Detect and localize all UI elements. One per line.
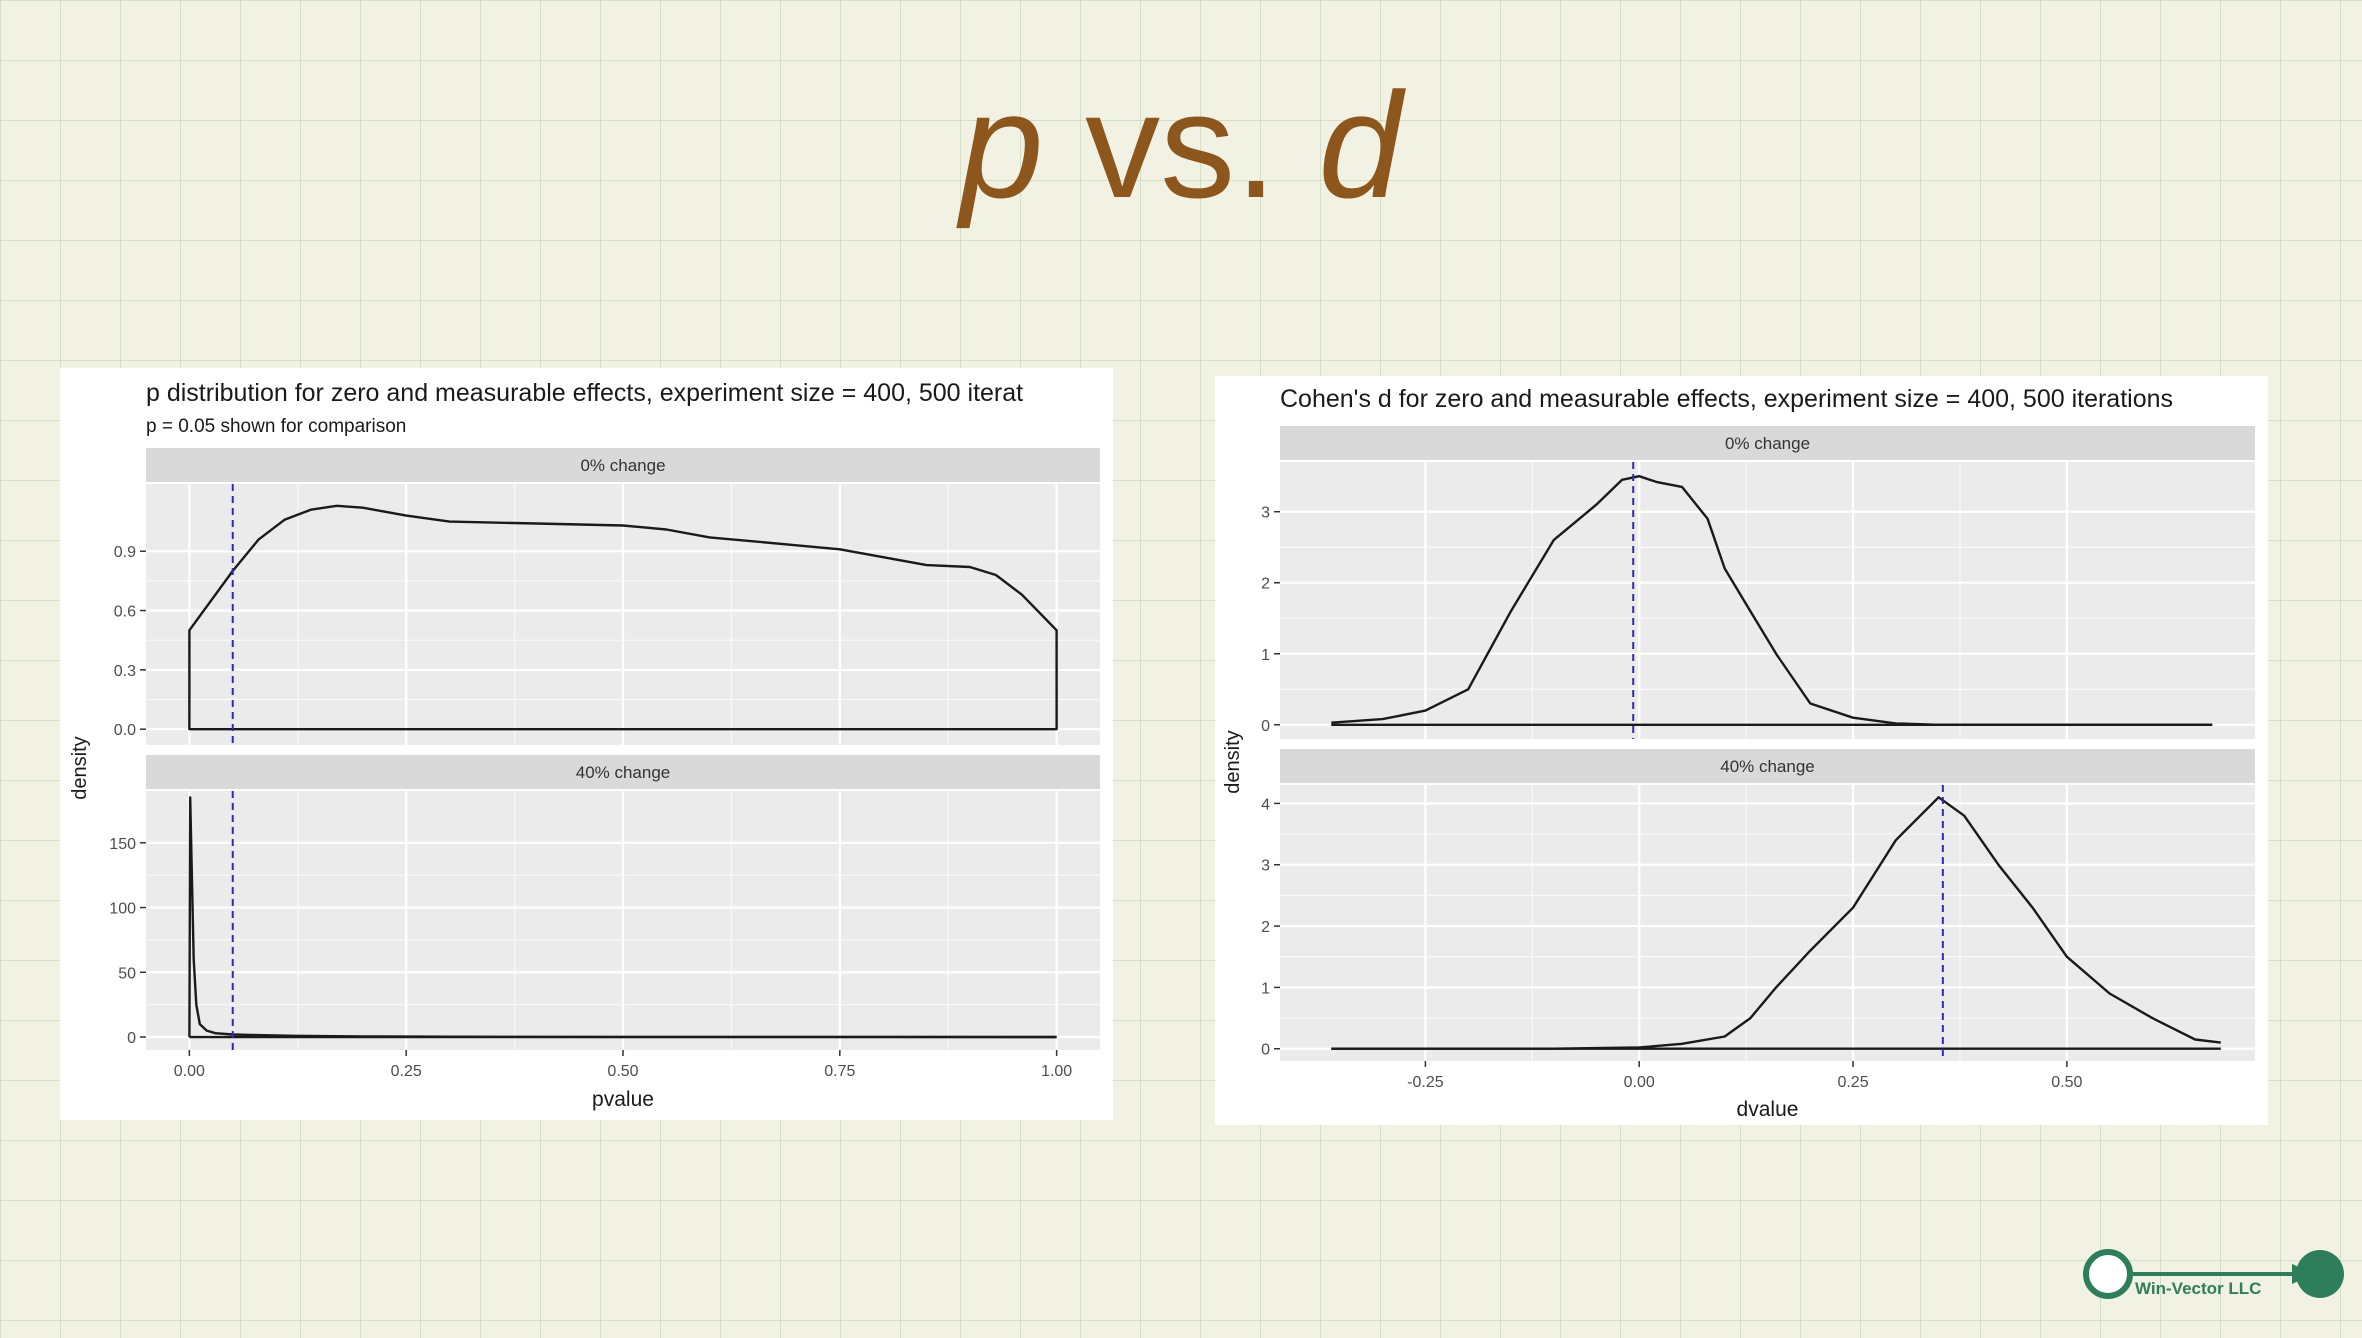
chart-title: p distribution for zero and measurable e… <box>146 379 1023 407</box>
cohens-d-chart: Cohen's d for zero and measurable effect… <box>1222 385 2255 1121</box>
facet-strip <box>1280 426 2255 460</box>
title-vs: vs. <box>1043 61 1319 229</box>
facet-strip <box>1280 749 2255 783</box>
cohens-d-chart-panel: Cohen's d for zero and measurable effect… <box>1215 376 2268 1125</box>
y-tick-label: 0 <box>1261 718 1270 735</box>
density-curve <box>1331 796 2221 1050</box>
title-p: p <box>960 61 1044 229</box>
y-tick-label: 2 <box>1261 919 1270 936</box>
chart-subtitle: p = 0.05 shown for comparison <box>146 416 406 437</box>
plot-panel <box>1280 785 2255 1061</box>
y-tick-label: 2 <box>1261 576 1270 593</box>
y-axis-label: density <box>1222 730 1244 793</box>
y-tick-label: 4 <box>1261 796 1270 813</box>
y-tick-label: 1 <box>1261 647 1270 664</box>
x-tick-label: 0.25 <box>391 1063 422 1080</box>
x-tick-label: -0.25 <box>1407 1074 1444 1091</box>
x-axis-label: dvalue <box>1737 1098 1799 1121</box>
y-tick-label: 100 <box>109 901 136 918</box>
y-tick-label: 0.9 <box>114 544 136 561</box>
logo-open-circle-icon <box>2083 1249 2133 1299</box>
y-tick-label: 0.3 <box>114 663 136 680</box>
y-tick-label: 0 <box>127 1030 136 1047</box>
facet-strip-label: 0% change <box>1725 434 1810 453</box>
facet-1: 40% change 0 50 100 150 <box>109 755 1100 1050</box>
y-tick-label: 0.0 <box>114 722 136 739</box>
y-tick-label: 150 <box>109 836 136 853</box>
facet-strip <box>146 448 1100 482</box>
y-axis-label: density <box>69 736 91 799</box>
density-curve <box>188 504 1058 731</box>
logo-filled-circle-icon <box>2296 1250 2344 1298</box>
chart-title: Cohen's d for zero and measurable effect… <box>1280 385 2173 413</box>
x-tick-label: 0.00 <box>1624 1074 1655 1091</box>
facet-strip-label: 40% change <box>576 763 671 782</box>
y-tick-label: 1 <box>1261 980 1270 997</box>
y-tick-label: 3 <box>1261 858 1270 875</box>
x-tick-label: 0.50 <box>607 1063 638 1080</box>
x-tick-label: 0.75 <box>824 1063 855 1080</box>
slide-title: p vs. d <box>0 70 2362 220</box>
p-distribution-chart-panel: p distribution for zero and measurable e… <box>60 368 1113 1120</box>
facet-0: 0% change 0.0 0.3 0.6 0.9 <box>114 448 1100 745</box>
y-tick-label: 50 <box>118 965 136 982</box>
facet-0: 0% change 0 1 2 3 <box>1261 426 2255 739</box>
facet-strip-label: 40% change <box>1720 757 1815 776</box>
x-tick-label: 0.25 <box>1837 1074 1868 1091</box>
x-tick-label: 0.50 <box>2051 1074 2082 1091</box>
y-tick-label: 0 <box>1261 1042 1270 1059</box>
density-curve <box>1331 475 2213 726</box>
x-tick-label: 1.00 <box>1041 1063 1072 1080</box>
facet-1: 40% change 0 1 2 3 4 <box>1261 749 2255 1061</box>
x-tick-label: 0.00 <box>174 1063 205 1080</box>
y-tick-label: 3 <box>1261 505 1270 522</box>
logo-text: Win-Vector LLC <box>2135 1279 2261 1298</box>
facet-strip-label: 0% change <box>580 456 665 475</box>
y-tick-label: 0.6 <box>114 604 136 621</box>
plot-panel <box>1280 462 2255 739</box>
p-distribution-chart: p distribution for zero and measurable e… <box>69 379 1100 1111</box>
facet-strip <box>146 755 1100 789</box>
x-axis-label: pvalue <box>592 1088 654 1111</box>
win-vector-logo: Win-Vector LLC <box>2083 1249 2344 1299</box>
title-d: d <box>1318 61 1402 229</box>
